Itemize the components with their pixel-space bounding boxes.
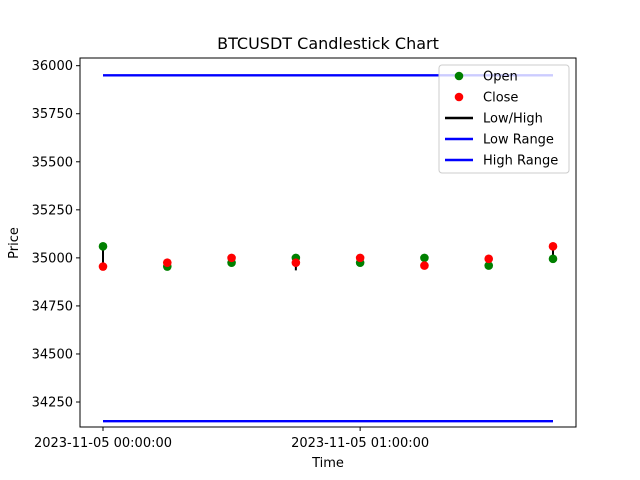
legend-label-high-range: High Range [483, 154, 558, 169]
legend-swatch-open [454, 71, 464, 81]
y-tick-label: 35000 [32, 251, 73, 266]
legend-swatch-close [454, 92, 464, 102]
legend-label-low-range: Low Range [483, 133, 554, 148]
legend-label-low-high: Low/High [483, 112, 543, 127]
close-point [484, 254, 494, 264]
x-axis-label: Time [311, 456, 344, 471]
legend: Open Close Low/High Low Range High Range [438, 64, 570, 174]
y-tick-label: 36000 [32, 59, 73, 74]
x-axis-ticks: 2023-11-05 00:00:00 2023-11-05 01:00:00 [34, 427, 429, 451]
chart-title: BTCUSDT Candlestick Chart [217, 34, 439, 53]
y-tick-label: 34750 [32, 299, 73, 314]
open-point [484, 261, 494, 270]
open-point [98, 242, 108, 251]
close-point [291, 258, 301, 267]
x-tick-label: 2023-11-05 01:00:00 [291, 436, 429, 451]
close-point [355, 253, 365, 263]
legend-box [438, 64, 570, 174]
y-tick-label: 35250 [32, 203, 73, 218]
y-axis-ticks: 34250 34500 34750 35000 35250 35500 35750 36000 [32, 59, 80, 411]
legend-label-close: Close [483, 91, 518, 106]
y-tick-label: 34250 [32, 396, 73, 411]
close-point [162, 258, 172, 267]
open-point [548, 254, 558, 264]
y-axis-label: Price [7, 227, 22, 259]
y-tick-label: 34500 [32, 347, 73, 362]
close-point [548, 242, 558, 251]
close-point [98, 262, 108, 271]
legend-label-open: Open [483, 70, 518, 85]
open-point [420, 253, 429, 263]
plot-frame [79, 57, 577, 428]
close-point [227, 253, 236, 263]
y-tick-label: 35750 [32, 107, 73, 122]
close-markers [98, 242, 558, 271]
y-tick-label: 35500 [32, 155, 73, 170]
close-point [420, 261, 429, 270]
x-tick-label: 2023-11-05 00:00:00 [34, 436, 172, 451]
